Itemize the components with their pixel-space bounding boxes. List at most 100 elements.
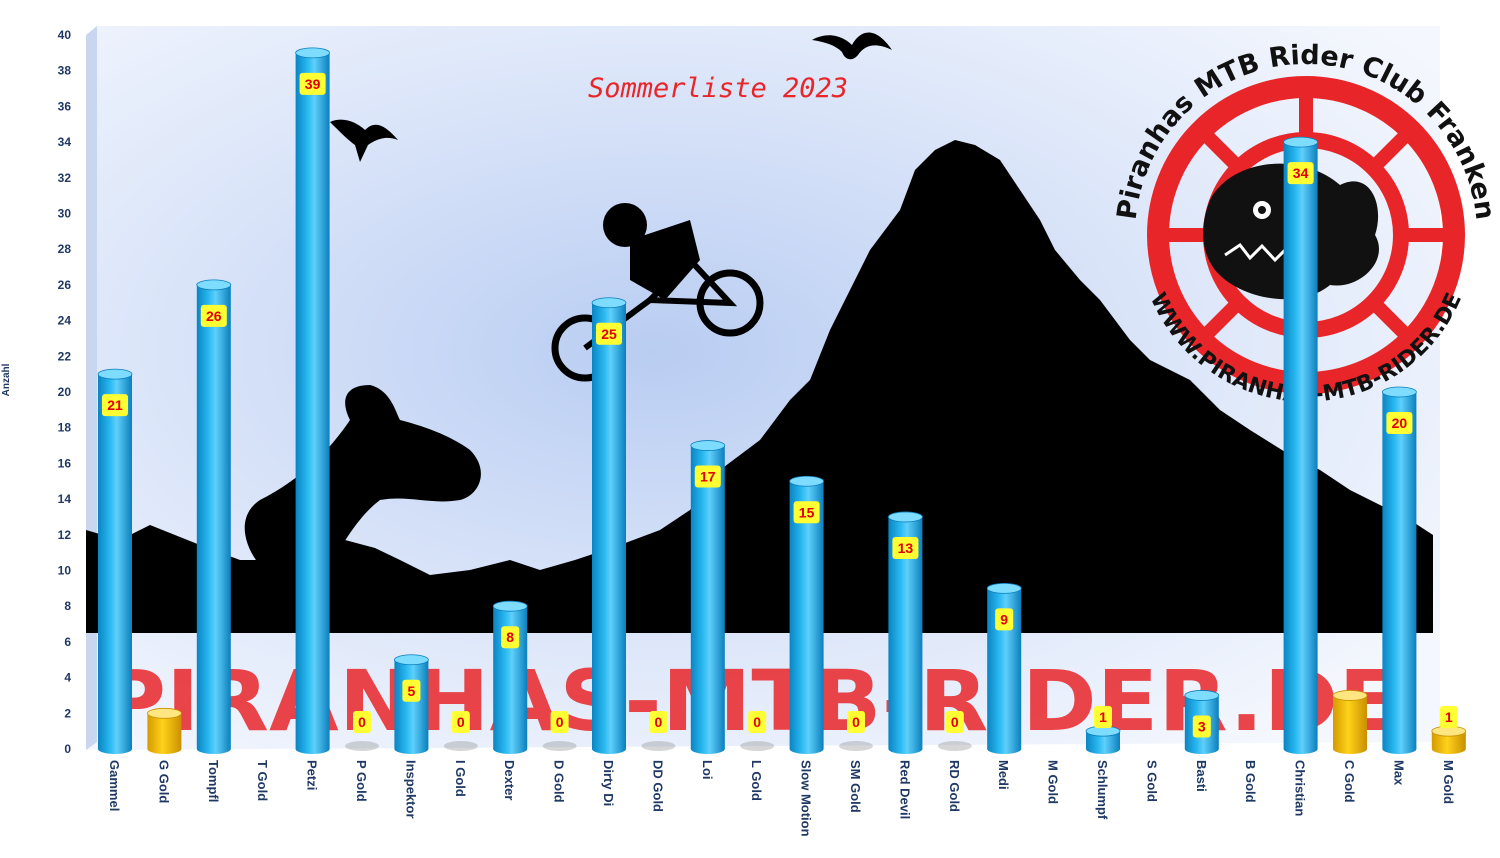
svg-text:1: 1 — [1099, 709, 1107, 725]
bar-8 — [492, 600, 528, 754]
y-tick-label: 20 — [58, 385, 72, 399]
y-tick-label: 16 — [58, 456, 72, 470]
x-tick-label: Max — [1391, 760, 1406, 786]
svg-text:5: 5 — [408, 683, 416, 699]
x-tick-label: Medi — [996, 760, 1011, 790]
bird-silhouette — [330, 32, 892, 162]
svg-text:0: 0 — [556, 714, 564, 730]
y-tick-label: 22 — [58, 349, 72, 363]
data-label-0: 21 — [102, 394, 128, 417]
svg-text:26: 26 — [206, 308, 222, 324]
y-tick-label: 8 — [64, 599, 71, 613]
bar-0 — [97, 368, 133, 754]
bar-27 — [1431, 725, 1467, 754]
data-label-16: 13 — [892, 536, 919, 559]
x-tick-label: L Gold — [749, 760, 764, 801]
x-tick-label: Slow Motion — [799, 760, 814, 837]
y-tick-label: 4 — [64, 671, 71, 685]
y-tick-label: 40 — [58, 28, 72, 42]
svg-text:1: 1 — [1445, 709, 1453, 725]
x-tick-label: RD Gold — [947, 760, 962, 812]
svg-text:0: 0 — [655, 714, 663, 730]
bar-2 — [196, 279, 232, 754]
y-tick-label: 6 — [64, 635, 71, 649]
x-tick-label: D Gold — [552, 760, 567, 803]
data-label-8: 8 — [501, 626, 520, 649]
svg-text:0: 0 — [852, 714, 860, 730]
y-tick-label: 38 — [58, 64, 72, 78]
bar-24 — [1283, 136, 1318, 754]
svg-text:39: 39 — [305, 76, 321, 92]
y-tick-label: 10 — [58, 564, 72, 578]
x-tick-label: Tompfl — [206, 760, 221, 802]
data-label-18: 9 — [995, 608, 1014, 631]
rider-silhouette — [551, 203, 764, 382]
bar-9 — [542, 741, 577, 751]
y-tick-label: 18 — [58, 421, 72, 435]
data-label-12: 17 — [694, 465, 721, 488]
data-label-26: 20 — [1386, 412, 1413, 434]
data-label-14: 15 — [793, 501, 820, 524]
bar-12 — [690, 440, 726, 754]
data-label-10: 25 — [596, 322, 622, 345]
y-tick-label: 28 — [58, 242, 72, 256]
x-tick-label: Christian — [1293, 760, 1308, 816]
y-tick-label: 14 — [58, 492, 72, 506]
data-label-7: 0 — [451, 711, 470, 733]
chart-title: Sommerliste 2023 — [588, 73, 848, 104]
data-label-20: 1 — [1094, 706, 1112, 728]
y-tick-label: 36 — [58, 99, 72, 113]
data-label-27: 1 — [1439, 706, 1458, 728]
svg-text:34: 34 — [1293, 165, 1309, 181]
bar-17 — [937, 741, 972, 751]
data-label-22: 3 — [1192, 715, 1211, 738]
bar-15 — [839, 741, 873, 751]
x-tick-label: B Gold — [1243, 760, 1258, 803]
svg-text:0: 0 — [358, 714, 366, 730]
y-tick-label: 2 — [64, 706, 71, 720]
svg-text:25: 25 — [601, 326, 617, 342]
x-tick-label: DD Gold — [650, 760, 665, 812]
x-tick-label: G Gold — [156, 760, 171, 803]
bar-13 — [740, 741, 775, 751]
x-tick-label: Petzi — [305, 760, 320, 790]
bar-4 — [295, 47, 331, 754]
data-label-17: 0 — [945, 711, 964, 733]
svg-text:3: 3 — [1198, 718, 1206, 734]
x-tick-label: Dexter — [502, 760, 517, 800]
svg-text:21: 21 — [107, 397, 123, 413]
y-tick-label: 34 — [58, 135, 72, 149]
bar-25 — [1332, 690, 1368, 754]
mountain-silhouette — [86, 140, 1433, 633]
svg-text:17: 17 — [700, 469, 716, 485]
svg-text:8: 8 — [506, 629, 514, 645]
x-tick-label: C Gold — [1342, 760, 1357, 803]
svg-text:0: 0 — [457, 714, 465, 730]
x-tick-label: Basti — [1194, 760, 1209, 792]
x-tick-label: T Gold — [255, 760, 270, 801]
svg-text:0: 0 — [753, 714, 761, 730]
y-tick-label: 30 — [58, 207, 72, 221]
y-axis-label: Anzahl — [1, 363, 12, 396]
x-tick-label: I Gold — [453, 760, 468, 797]
bar-10 — [591, 297, 627, 754]
y-tick-label: 12 — [58, 528, 72, 542]
y-tick-label: 26 — [58, 278, 72, 292]
bar-26 — [1382, 386, 1417, 754]
svg-text:15: 15 — [799, 504, 815, 520]
x-axis: Gammel G Gold Tompfl T Gold Petzi P Gold Inspe… — [107, 760, 1456, 837]
x-tick-label: M Gold — [1046, 760, 1061, 804]
x-tick-label: Inspektor — [403, 760, 418, 819]
bar-6 — [393, 654, 429, 754]
data-label-24: 34 — [1287, 162, 1314, 185]
x-tick-label: Loi — [700, 760, 715, 780]
bar-7 — [443, 741, 478, 751]
x-tick-label: Gammel — [107, 760, 122, 811]
svg-text:13: 13 — [898, 540, 914, 556]
y-tick-label: 32 — [58, 171, 72, 185]
x-tick-label: M Gold — [1441, 760, 1456, 804]
bar-20 — [1085, 725, 1121, 754]
data-label-2: 26 — [200, 304, 227, 327]
